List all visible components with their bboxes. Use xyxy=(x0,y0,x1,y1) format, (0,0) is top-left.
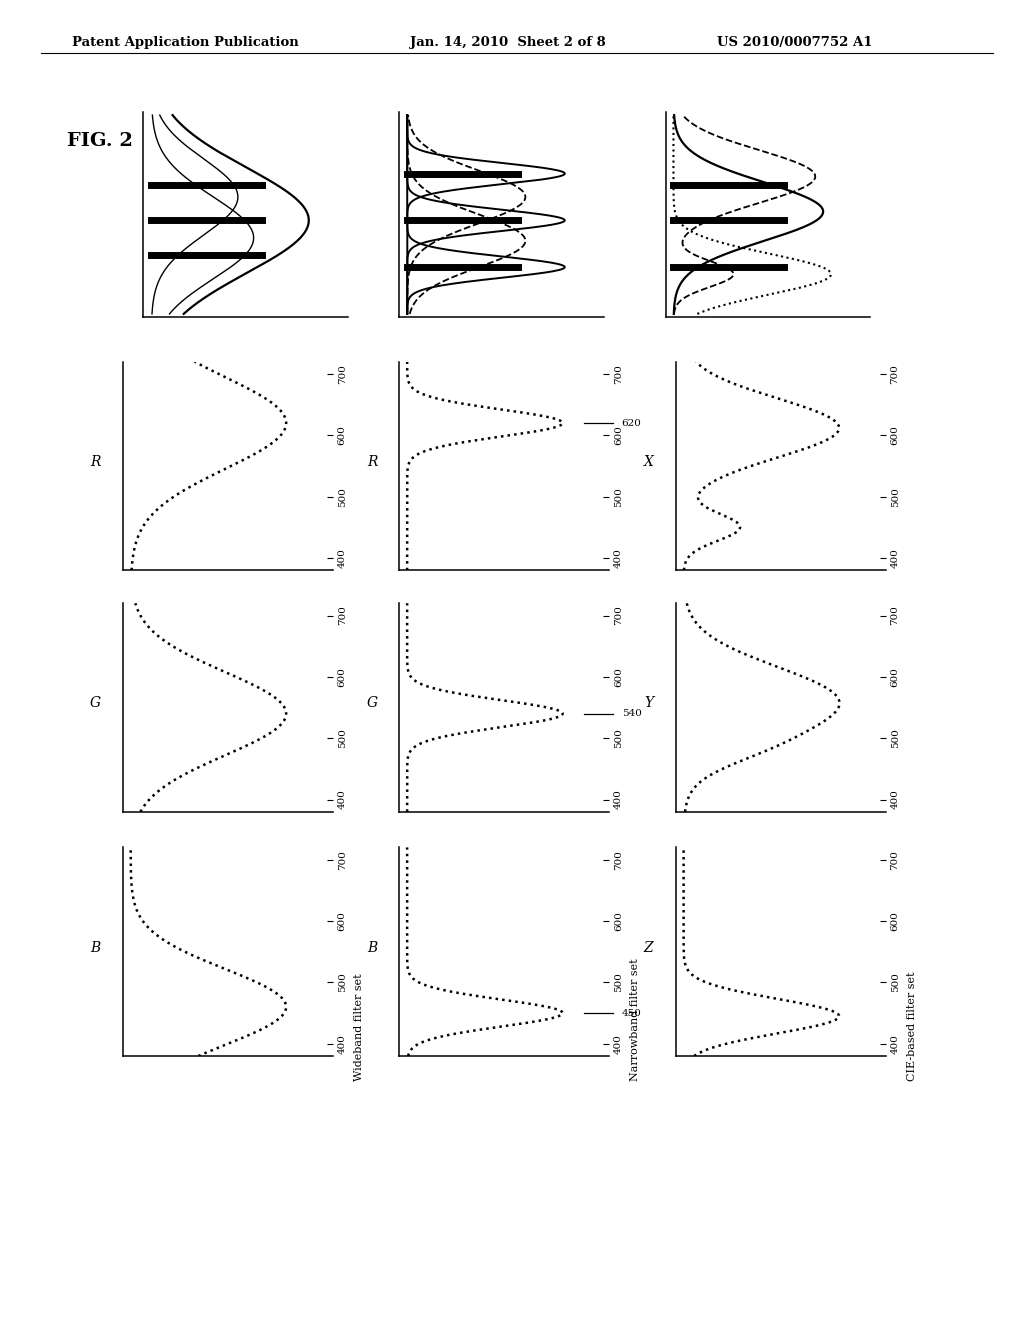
Text: B: B xyxy=(90,941,100,954)
Text: G: G xyxy=(367,697,378,710)
Text: X: X xyxy=(644,455,653,469)
Text: FIG. 2: FIG. 2 xyxy=(67,132,132,150)
Text: CIE-based filter set: CIE-based filter set xyxy=(907,972,916,1081)
Text: Wideband filter set: Wideband filter set xyxy=(354,973,364,1081)
Text: 540: 540 xyxy=(622,709,642,718)
Text: B: B xyxy=(367,941,377,954)
Text: Patent Application Publication: Patent Application Publication xyxy=(72,36,298,49)
Text: R: R xyxy=(90,455,100,469)
Text: G: G xyxy=(90,697,101,710)
Text: R: R xyxy=(367,455,377,469)
Text: Jan. 14, 2010  Sheet 2 of 8: Jan. 14, 2010 Sheet 2 of 8 xyxy=(410,36,605,49)
Text: 620: 620 xyxy=(622,418,642,428)
Text: Narrowband filter set: Narrowband filter set xyxy=(630,958,640,1081)
Text: US 2010/0007752 A1: US 2010/0007752 A1 xyxy=(717,36,872,49)
Text: Y: Y xyxy=(644,697,653,710)
Text: 450: 450 xyxy=(622,1008,642,1018)
Text: Z: Z xyxy=(644,941,653,954)
